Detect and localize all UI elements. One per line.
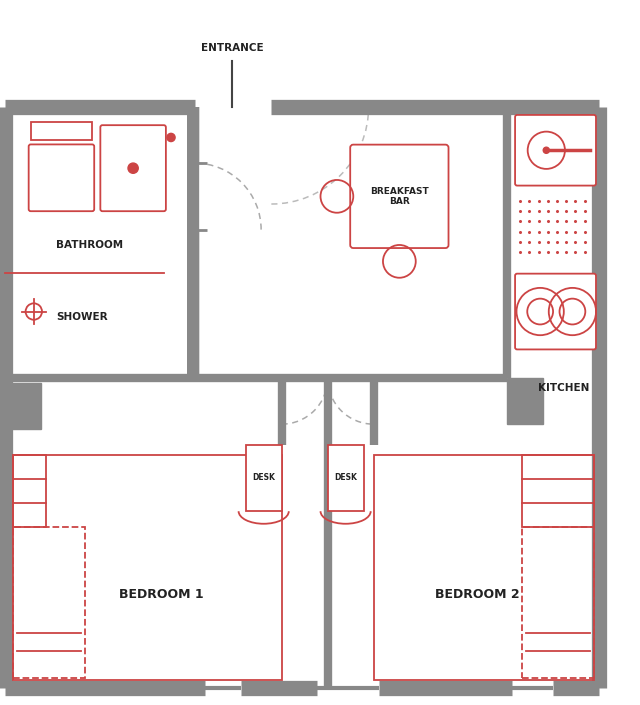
Bar bbox=[374, 455, 594, 680]
Text: DESK: DESK bbox=[334, 474, 357, 482]
Bar bbox=[31, 122, 92, 140]
Text: SHOWER: SHOWER bbox=[56, 312, 108, 321]
Circle shape bbox=[543, 147, 549, 153]
FancyBboxPatch shape bbox=[29, 145, 94, 211]
Bar bbox=[328, 445, 364, 511]
Bar bbox=[13, 455, 46, 527]
Text: BEDROOM 1: BEDROOM 1 bbox=[118, 588, 203, 601]
Text: DESK: DESK bbox=[252, 474, 275, 482]
Text: ENTRANCE: ENTRANCE bbox=[201, 44, 264, 54]
FancyBboxPatch shape bbox=[100, 125, 166, 212]
Bar bbox=[507, 378, 543, 424]
Text: BATHROOM: BATHROOM bbox=[56, 240, 124, 250]
Bar bbox=[13, 527, 85, 678]
FancyBboxPatch shape bbox=[515, 274, 596, 350]
Text: BREAKFAST
BAR: BREAKFAST BAR bbox=[370, 187, 429, 206]
Bar bbox=[188, 106, 195, 378]
FancyBboxPatch shape bbox=[350, 145, 449, 248]
Bar bbox=[522, 527, 594, 678]
Circle shape bbox=[128, 163, 138, 173]
Bar bbox=[13, 455, 282, 680]
Bar bbox=[13, 115, 188, 371]
Text: KITCHEN: KITCHEN bbox=[538, 384, 589, 393]
Circle shape bbox=[167, 133, 175, 142]
Bar bbox=[522, 455, 594, 527]
Bar bbox=[246, 445, 282, 511]
Bar bbox=[5, 384, 41, 429]
FancyBboxPatch shape bbox=[515, 115, 596, 185]
Text: BEDROOM 2: BEDROOM 2 bbox=[435, 588, 520, 601]
